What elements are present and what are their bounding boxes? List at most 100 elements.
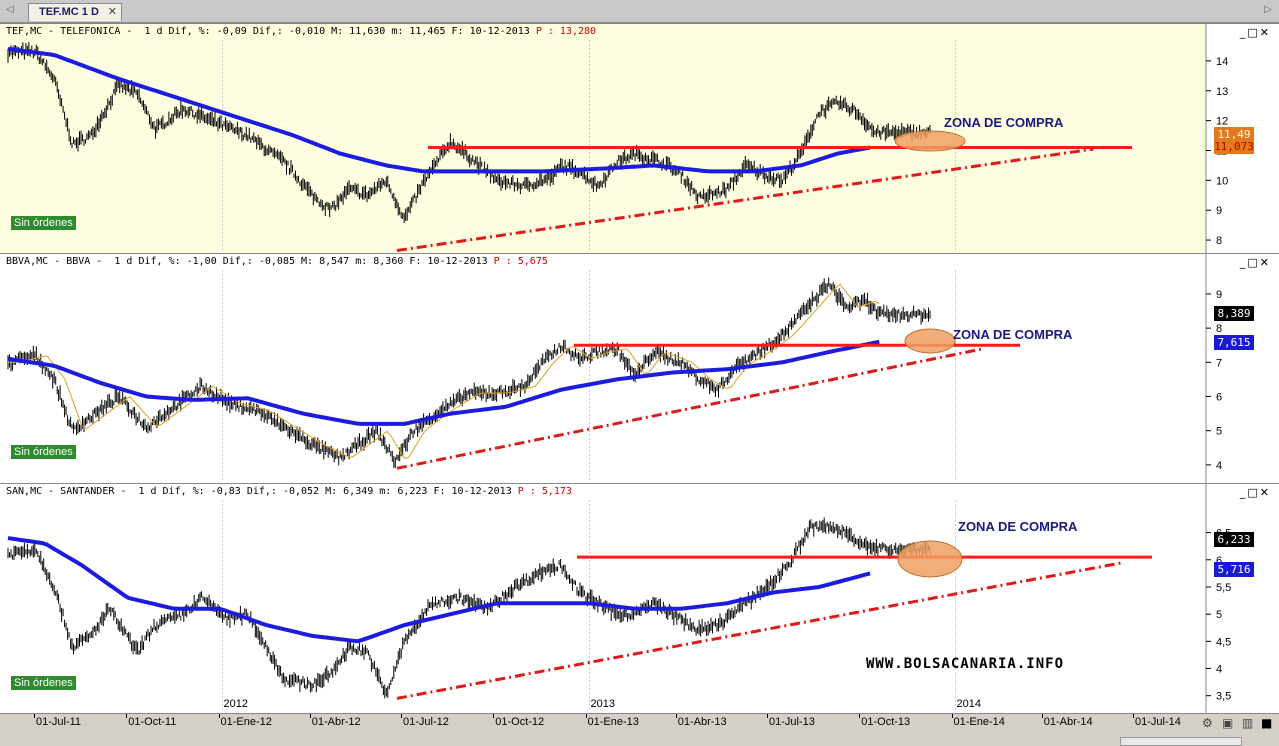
panel-header: TEF,MC - TELEFONICA - 1 d Dif, %: -0,09 … <box>6 26 596 37</box>
x-tick-label: 01-Jul-12 <box>403 716 449 728</box>
layout-icon[interactable]: ▥ <box>1242 716 1254 730</box>
price-box-ma: 7,615 <box>1214 335 1254 350</box>
x-tick <box>585 714 587 718</box>
tab-bar: ◁ TEF.MC 1 D ✕ ▷ <box>0 0 1279 23</box>
price-box-ma: 11,073 <box>1214 139 1254 154</box>
close-icon[interactable]: ✕ <box>1259 486 1271 499</box>
plot-background <box>0 484 1206 714</box>
x-tick <box>767 714 768 718</box>
x-tick-label: 01-Oct-13 <box>861 716 911 728</box>
orders-status-badge[interactable]: Sin órdenes <box>11 676 76 690</box>
x-tick <box>951 714 953 718</box>
header-stats: TEF,MC - TELEFONICA - 1 d Dif, %: -0,09 … <box>6 26 530 37</box>
year-label: 2012 <box>223 698 248 710</box>
y-tick-label: 6 <box>1216 555 1222 567</box>
x-tick <box>34 714 35 718</box>
santander-chart[interactable]: 6,565,554,543,5 <box>0 484 1279 714</box>
x-tick <box>493 714 495 718</box>
x-tick-label: 01-Jul-14 <box>1135 716 1181 728</box>
telefonica-chart[interactable]: 141312111098 <box>0 24 1279 254</box>
y-tick-label: 7 <box>1216 357 1222 369</box>
buy-zone-ellipse <box>894 130 966 152</box>
panel-header: SAN,MC - SANTANDER - 1 d Dif, %: -0,83 D… <box>6 486 572 497</box>
chart-panel-telefonica: 141312111098 TEF,MC - TELEFONICA - 1 d D… <box>0 23 1279 254</box>
support-trendline <box>396 147 1094 252</box>
y-tick-label: 4 <box>1216 664 1222 676</box>
y-tick-label: 6 <box>1216 392 1222 404</box>
y-tick-label: 12 <box>1216 116 1228 128</box>
y-tick-label: 13 <box>1216 86 1228 98</box>
price-axis-background <box>1206 254 1279 484</box>
fullscreen-icon[interactable]: ■ <box>1261 716 1273 730</box>
long-moving-average <box>7 47 871 174</box>
y-tick-label: 10 <box>1216 175 1228 187</box>
price-box-ma: 5,716 <box>1214 562 1254 577</box>
long-moving-average <box>7 536 871 644</box>
save-icon[interactable]: ▣ <box>1222 716 1234 730</box>
bbva-chart[interactable]: 9 8 7 6 5 4 <box>0 254 1279 484</box>
buy-zone-ellipse <box>904 328 956 354</box>
header-price: P : 13,280 <box>535 26 597 37</box>
plot-background <box>0 254 1206 484</box>
year-label: 2014 <box>956 698 981 710</box>
minimize-icon[interactable]: _ <box>1239 486 1248 499</box>
header-price: P : 5,173 <box>517 486 572 497</box>
panel-window-controls: _□✕ <box>1240 486 1271 499</box>
y-tick-label: 4 <box>1216 460 1222 472</box>
x-tick <box>1133 714 1134 718</box>
price-axis-background <box>1206 484 1279 714</box>
y-tick-label: 14 <box>1216 56 1228 68</box>
x-tick-label: 01-Abr-13 <box>677 716 727 728</box>
orders-status-badge[interactable]: Sin órdenes <box>11 445 76 459</box>
price-box-last: 6,233 <box>1214 532 1254 547</box>
header-price: P : 5,675 <box>493 256 548 267</box>
y-tick-label: 5,5 <box>1216 582 1231 594</box>
panel-header: BBVA,MC - BBVA - 1 d Dif, %: -1,00 Dif,:… <box>6 256 548 267</box>
close-icon[interactable]: ✕ <box>1259 26 1271 39</box>
chart-panel-bbva: 9 8 7 6 5 4 BBVA,MC - BBVA - 1 d Dif, %: -1,0… <box>0 253 1279 484</box>
plot-background <box>0 24 1206 254</box>
chart-tools-icon[interactable]: ⚙ <box>1202 716 1213 730</box>
panel-window-controls: _□✕ <box>1240 26 1271 39</box>
tab-scroll-left-icon[interactable]: ◁ <box>6 4 14 15</box>
y-tick-label: 8 <box>1216 235 1222 247</box>
x-tick-label: 01-Oct-11 <box>128 716 177 728</box>
restore-icon[interactable]: □ <box>1247 26 1260 39</box>
price-bars <box>7 42 931 223</box>
buy-zone-label: ZONA DE COMPRA <box>944 115 1064 130</box>
tab-label: TEF.MC 1 D <box>39 6 99 18</box>
minimize-icon[interactable]: _ <box>1239 26 1248 39</box>
y-tick-label: 5 <box>1216 426 1222 438</box>
minimize-icon[interactable]: _ <box>1239 256 1248 269</box>
x-tick <box>1041 714 1043 718</box>
y-tick-label: 9 <box>1216 289 1222 301</box>
restore-icon[interactable]: □ <box>1247 256 1260 269</box>
header-stats: SAN,MC - SANTANDER - 1 d Dif, %: -0,83 D… <box>6 486 512 497</box>
x-tick-label: 01-Jul-13 <box>769 716 815 728</box>
long-moving-average <box>7 339 880 426</box>
buy-zone-label: ZONA DE COMPRA <box>958 519 1078 534</box>
x-tick <box>401 714 402 718</box>
y-tick-label: 9 <box>1216 205 1222 217</box>
restore-icon[interactable]: □ <box>1247 486 1260 499</box>
tab-scroll-right-icon[interactable]: ▷ <box>1264 4 1272 15</box>
price-box-last: 11,49 <box>1214 127 1254 142</box>
x-tick <box>859 714 861 718</box>
buy-zone-label: ZONA DE COMPRA <box>953 327 1073 342</box>
close-icon[interactable]: ✕ <box>1259 256 1271 269</box>
website-watermark: WWW.BOLSACANARIA.INFO <box>866 656 1065 672</box>
support-trendline <box>396 561 1124 700</box>
tab-tef-chart[interactable]: TEF.MC 1 D ✕ <box>28 3 122 21</box>
x-tick-label: 01-Abr-12 <box>311 716 361 728</box>
y-tick-label: 8 <box>1216 323 1222 335</box>
x-tick-label: 01-Jul-11 <box>36 716 82 728</box>
x-tick-label: 01-Ene-12 <box>220 716 272 728</box>
orders-status-badge[interactable]: Sin órdenes <box>11 216 76 230</box>
x-tick <box>126 714 128 718</box>
chart-panel-santander: 6,565,554,543,5 SAN,MC - SANTANDER - 1 d… <box>0 483 1279 714</box>
x-tick-label: 01-Ene-13 <box>587 716 639 728</box>
tab-close-icon[interactable]: ✕ <box>107 5 117 18</box>
y-tick-label: 3,5 <box>1216 691 1231 703</box>
x-tick-label: 01-Oct-12 <box>495 716 545 728</box>
x-tick <box>309 714 311 718</box>
